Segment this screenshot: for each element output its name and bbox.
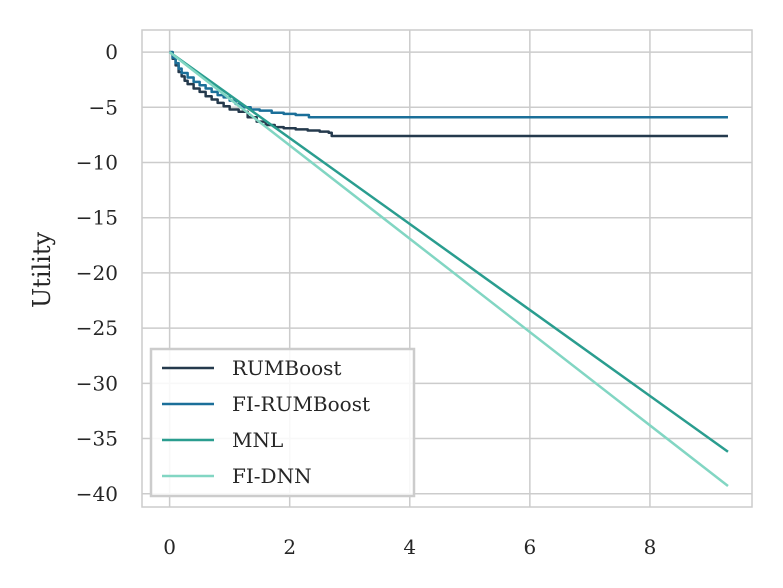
legend-label: FI-RUMBoost: [232, 392, 370, 416]
y-axis-label: Utility: [28, 232, 56, 309]
legend-label: MNL: [232, 428, 283, 452]
y-tick-label: −30: [76, 371, 118, 395]
legend-box: [149, 347, 416, 498]
y-tick-label: −10: [76, 151, 118, 175]
y-tick-label: 0: [105, 40, 118, 64]
series-line-rumboost: [169, 50, 728, 138]
x-tick-label: 6: [523, 535, 536, 559]
x-tick-label: 2: [283, 535, 296, 559]
y-tick-label: −5: [89, 95, 118, 119]
series-line-mnl: [168, 51, 729, 453]
legend-label: FI-DNN: [232, 464, 312, 488]
x-tick-label: 8: [644, 535, 657, 559]
series-line-fi-dnn: [168, 51, 729, 488]
x-tick-label: 0: [163, 535, 176, 559]
y-tick-label: −20: [76, 261, 118, 285]
y-tick-label: −35: [76, 427, 118, 451]
tick-labels: 0 2 4 6 8 0 −5 −10 −15 −20 −25 −30 −35 −40: [76, 40, 657, 559]
y-tick-label: −40: [76, 482, 118, 506]
legend-label: RUMBoost: [232, 356, 341, 380]
series-lines: [168, 50, 729, 488]
x-tick-label: 4: [403, 535, 416, 559]
legend: RUMBoost FI-RUMBoost MNL FI-DNN: [149, 347, 416, 498]
y-tick-label: −15: [76, 206, 118, 230]
y-tick-label: −25: [76, 316, 118, 340]
